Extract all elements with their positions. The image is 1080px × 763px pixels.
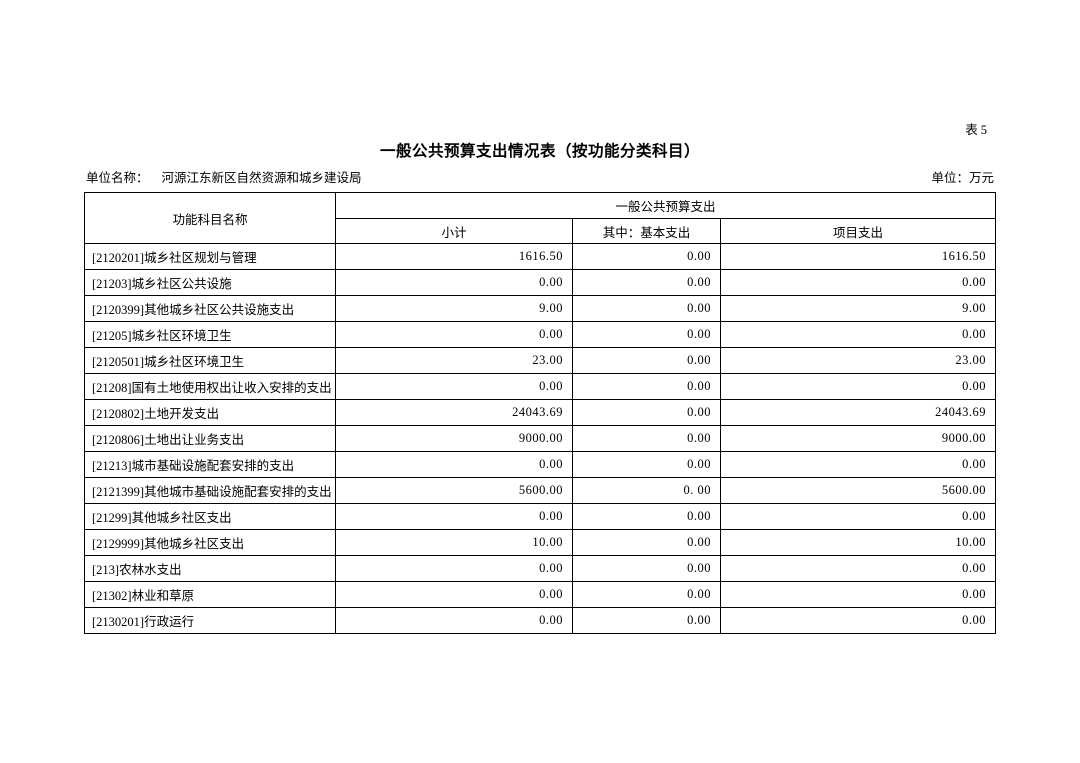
header-row-group: 功能科目名称 一般公共预算支出 (84, 192, 996, 244)
table-row: [2120201]城乡社区规划与管理 1616.50 0.00 1616.50 (84, 243, 996, 270)
function-name-cell: [21208]国有土地使用权出让收入安排的支出 (84, 373, 336, 400)
project-expenditure-cell: 1616.50 (720, 243, 996, 270)
function-name-cell: [21213]城市基础设施配套安排的支出 (84, 451, 336, 478)
table-row: [21299]其他城乡社区支出 0.00 0.00 0.00 (84, 503, 996, 530)
basic-expenditure-cell: 0.00 (572, 581, 721, 608)
function-name-cell: [213]农林水支出 (84, 555, 336, 582)
column-header-subtotal: 小计 (335, 218, 573, 244)
subtotal-cell: 0.00 (335, 503, 573, 530)
column-header-group: 一般公共预算支出 (335, 192, 996, 219)
table-row: [2121399]其他城市基础设施配套安排的支出 5600.00 0. 00 5… (84, 477, 996, 504)
project-expenditure-cell: 0.00 (720, 555, 996, 582)
function-name-cell: [2121399]其他城市基础设施配套安排的支出 (84, 477, 336, 504)
basic-expenditure-cell: 0.00 (572, 373, 721, 400)
basic-expenditure-cell: 0. 00 (572, 477, 721, 504)
subtotal-cell: 9.00 (335, 295, 573, 322)
project-expenditure-cell: 23.00 (720, 347, 996, 374)
unit-name-value: 河源江东新区自然资源和城乡建设局 (161, 171, 362, 185)
basic-expenditure-cell: 0.00 (572, 269, 721, 296)
function-name-cell: [2129999]其他城乡社区支出 (84, 529, 336, 556)
basic-expenditure-cell: 0.00 (572, 503, 721, 530)
table-row: [21213]城市基础设施配套安排的支出 0.00 0.00 0.00 (84, 451, 996, 478)
function-name-cell: [2120201]城乡社区规划与管理 (84, 243, 336, 270)
column-header-function-name: 功能科目名称 (84, 192, 336, 244)
table-row: [2120501]城乡社区环境卫生 23.00 0.00 23.00 (84, 347, 996, 374)
subtotal-cell: 23.00 (335, 347, 573, 374)
table-body: [2120201]城乡社区规划与管理 1616.50 0.00 1616.50 … (84, 243, 996, 634)
function-name-cell: [21203]城乡社区公共设施 (84, 269, 336, 296)
project-expenditure-cell: 10.00 (720, 529, 996, 556)
basic-expenditure-cell: 0.00 (572, 399, 721, 426)
project-expenditure-cell: 0.00 (720, 451, 996, 478)
table-row: [21205]城乡社区环境卫生 0.00 0.00 0.00 (84, 321, 996, 348)
subtotal-cell: 0.00 (335, 321, 573, 348)
table-row: [21302]林业和草原 0.00 0.00 0.00 (84, 581, 996, 608)
table-row: [21208]国有土地使用权出让收入安排的支出 0.00 0.00 0.00 (84, 373, 996, 400)
basic-expenditure-cell: 0.00 (572, 347, 721, 374)
column-header-project-expenditure: 项目支出 (720, 218, 996, 244)
page-title: 一般公共预算支出情况表（按功能分类科目） (379, 143, 700, 160)
table-row: [2129999]其他城乡社区支出 10.00 0.00 10.00 (84, 529, 996, 556)
subtotal-cell: 0.00 (335, 451, 573, 478)
subtotal-cell: 0.00 (335, 269, 573, 296)
function-name-cell: [2120399]其他城乡社区公共设施支出 (84, 295, 336, 322)
basic-expenditure-cell: 0.00 (572, 451, 721, 478)
subtotal-cell: 5600.00 (335, 477, 573, 504)
project-expenditure-cell: 9.00 (720, 295, 996, 322)
subtotal-cell: 0.00 (335, 581, 573, 608)
project-expenditure-cell: 24043.69 (720, 399, 996, 426)
basic-expenditure-cell: 0.00 (572, 243, 721, 270)
header-row-sub: 小计 其中：基本支出 项目支出 (85, 218, 996, 244)
unit-name: 单位名称： 河源江东新区自然资源和城乡建设局 (86, 170, 362, 187)
subtotal-cell: 1616.50 (335, 243, 573, 270)
unit-of-measure-label: 单位：万元 (931, 171, 994, 185)
function-name-cell: [2120501]城乡社区环境卫生 (84, 347, 336, 374)
basic-expenditure-cell: 0.00 (572, 607, 721, 634)
meta-row: 单位名称： 河源江东新区自然资源和城乡建设局 单位：万元 (86, 170, 994, 187)
budget-table: 功能科目名称 一般公共预算支出 小计 其中：基本支出 项目支出 [2120201… (84, 192, 996, 634)
function-name-cell: [21299]其他城乡社区支出 (84, 503, 336, 530)
project-expenditure-cell: 0.00 (720, 503, 996, 530)
function-name-cell: [2120802]土地开发支出 (84, 399, 336, 426)
subtotal-cell: 24043.69 (335, 399, 573, 426)
subtotal-cell: 0.00 (335, 373, 573, 400)
project-expenditure-cell: 0.00 (720, 581, 996, 608)
project-expenditure-cell: 9000.00 (720, 425, 996, 452)
function-name-cell: [21302]林业和草原 (84, 581, 336, 608)
subtotal-cell: 0.00 (335, 555, 573, 582)
basic-expenditure-cell: 0.00 (572, 295, 721, 322)
subtotal-cell: 0.00 (335, 607, 573, 634)
function-name-cell: [2130201]行政运行 (84, 607, 336, 634)
table-row: [21203]城乡社区公共设施 0.00 0.00 0.00 (84, 269, 996, 296)
subtotal-cell: 9000.00 (335, 425, 573, 452)
table-row: [2130201]行政运行 0.00 0.00 0.00 (84, 607, 996, 634)
basic-expenditure-cell: 0.00 (572, 425, 721, 452)
project-expenditure-cell: 0.00 (720, 269, 996, 296)
function-name-cell: [2120806]土地出让业务支出 (84, 425, 336, 452)
basic-expenditure-cell: 0.00 (572, 529, 721, 556)
unit-name-label: 单位名称： (86, 171, 149, 185)
project-expenditure-cell: 0.00 (720, 607, 996, 634)
column-header-basic-expenditure: 其中：基本支出 (572, 218, 721, 244)
table-row: [2120802]土地开发支出 24043.69 0.00 24043.69 (84, 399, 996, 426)
project-expenditure-cell: 0.00 (720, 373, 996, 400)
basic-expenditure-cell: 0.00 (572, 555, 721, 582)
project-expenditure-cell: 0.00 (720, 321, 996, 348)
table-row: [2120806]土地出让业务支出 9000.00 0.00 9000.00 (84, 425, 996, 452)
basic-expenditure-cell: 0.00 (572, 321, 721, 348)
function-name-cell: [21205]城乡社区环境卫生 (84, 321, 336, 348)
table-row: [213]农林水支出 0.00 0.00 0.00 (84, 555, 996, 582)
table-header: 功能科目名称 一般公共预算支出 小计 其中：基本支出 项目支出 (84, 192, 996, 244)
subtotal-cell: 10.00 (335, 529, 573, 556)
project-expenditure-cell: 5600.00 (720, 477, 996, 504)
table-row: [2120399]其他城乡社区公共设施支出 9.00 0.00 9.00 (84, 295, 996, 322)
sheet-number-label: 表5 (965, 123, 990, 137)
